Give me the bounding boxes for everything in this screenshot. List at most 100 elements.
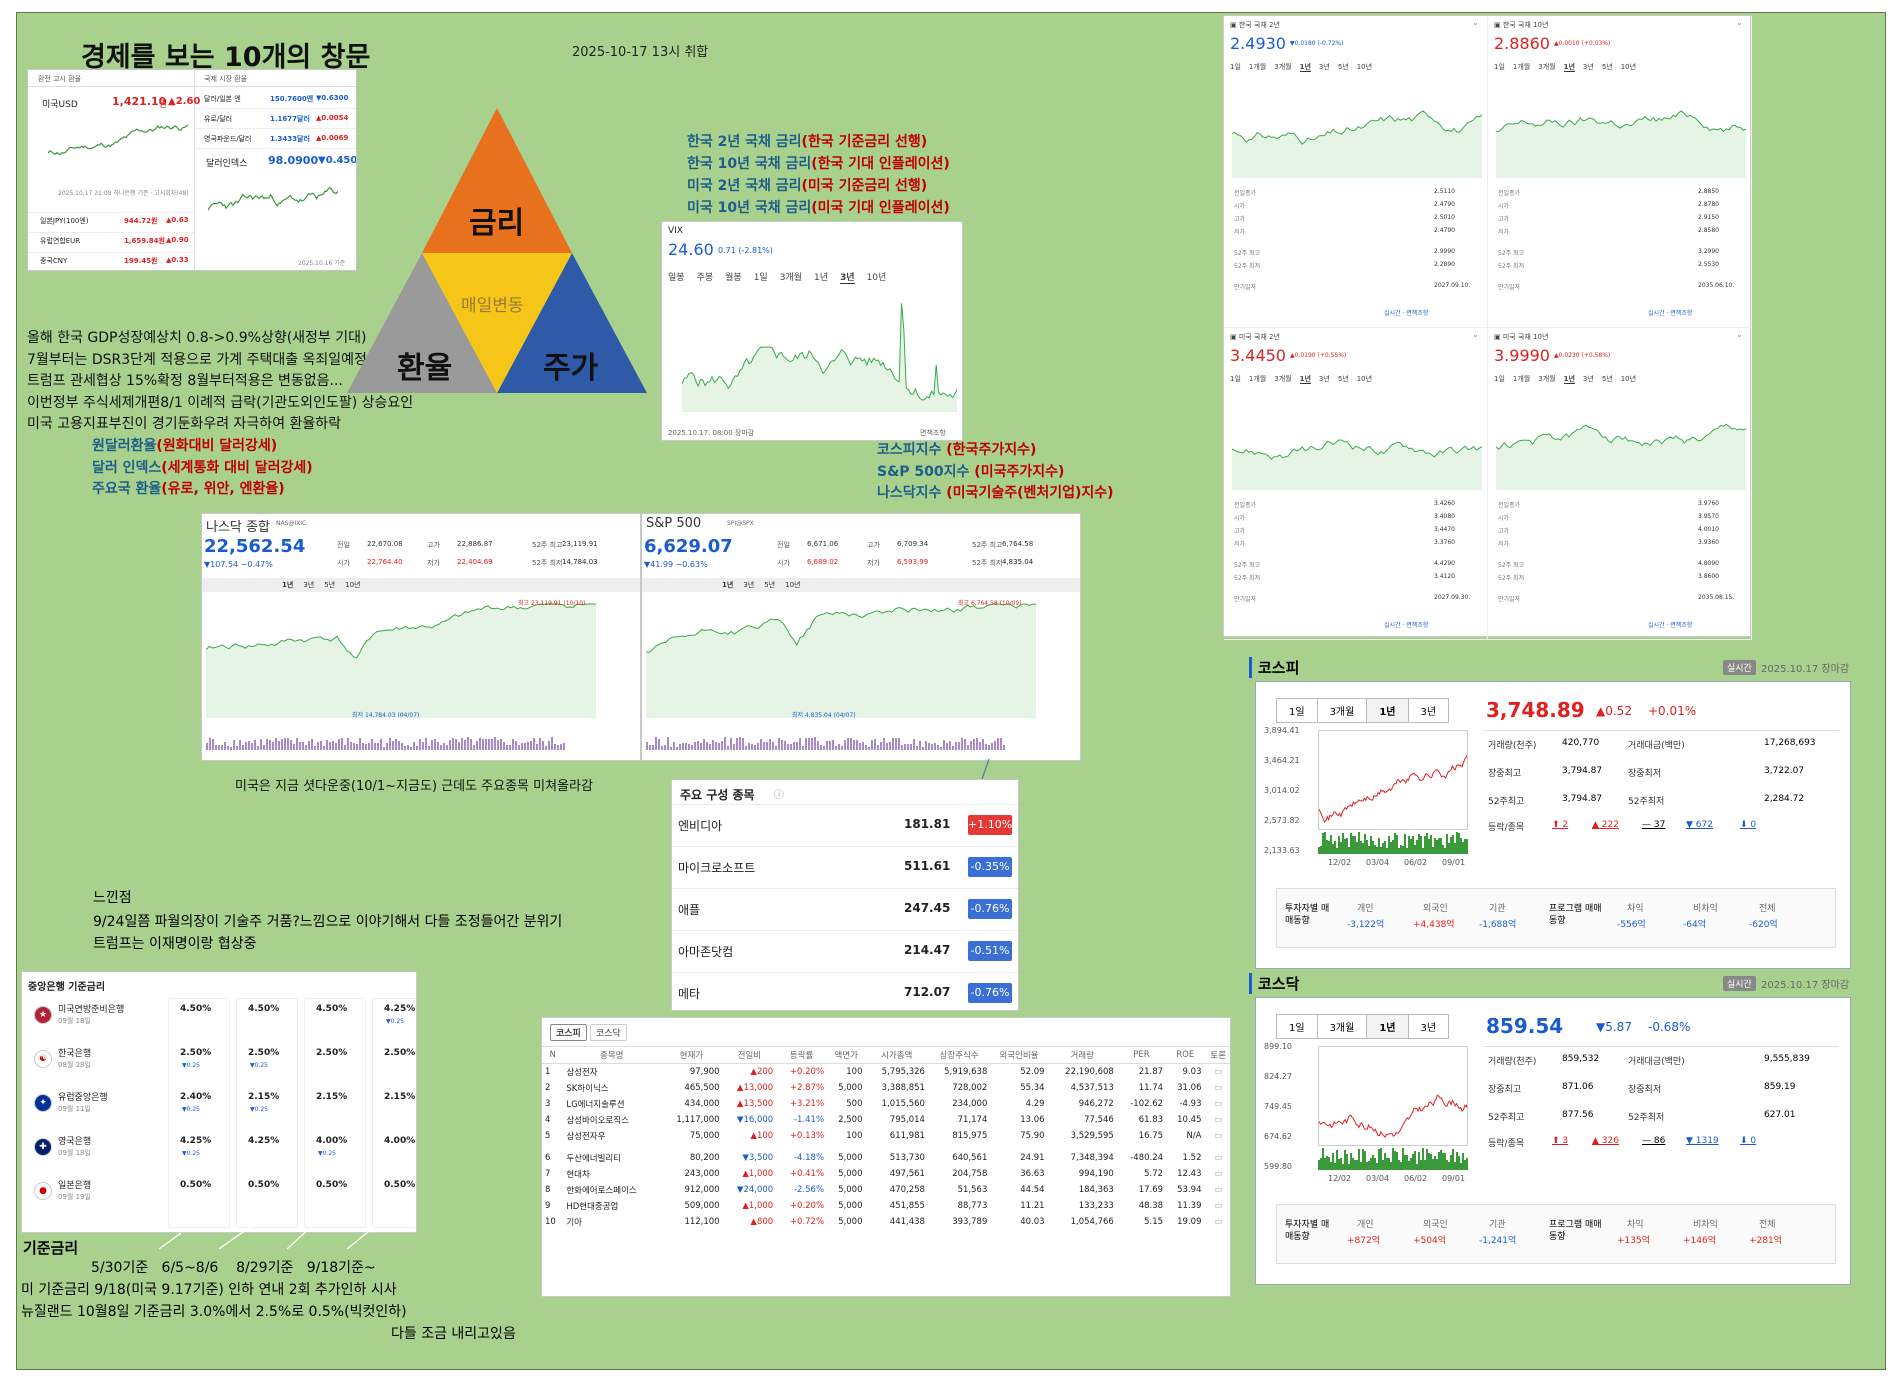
table-row[interactable]: 5 삼성전자우 75,000 ▲100 +0.13% 100 611,981 815,975 7… [542, 1128, 1230, 1147]
index-tab[interactable]: 10년 [785, 581, 801, 589]
vix-tab[interactable]: 일봉 [668, 273, 685, 283]
index-tab[interactable]: 3년 [743, 581, 755, 589]
bond-tab[interactable]: 3개월 [1538, 375, 1556, 383]
vix-tab[interactable]: 1일 [753, 273, 768, 283]
table-row[interactable]: 8 한화에어로스페이스 912,000 ▼24,000 -2.56% 5,000 470,2… [542, 1182, 1230, 1198]
bond-tab[interactable]: 10년 [1620, 375, 1637, 383]
comment-icon[interactable]: ▭ [1214, 1083, 1223, 1093]
chevron-down-icon[interactable]: ⌄ [1472, 330, 1479, 339]
market-tab[interactable]: 3개월 [1316, 1014, 1368, 1039]
bond-tab[interactable]: 1년 [1563, 63, 1575, 72]
table-row[interactable]: 6 두산에너빌리티 80,200 ▼3,500 -4.18% 5,000 513,730 64… [542, 1147, 1230, 1166]
breadth-up[interactable]: ▲ 326 [1592, 1136, 1619, 1146]
bond-tab[interactable]: 1개월 [1512, 63, 1531, 71]
index-tab[interactable]: 1년 [722, 581, 734, 589]
index-tab[interactable]: 10년 [345, 581, 361, 589]
fx-note-name: 달러 인덱스 [92, 459, 162, 476]
chevron-down-icon[interactable]: ⌄ [1736, 330, 1743, 339]
bond-tab[interactable]: 3년 [1318, 375, 1330, 383]
market-tab[interactable]: 3년 [1407, 698, 1450, 723]
bond-tab[interactable]: 3년 [1318, 63, 1330, 71]
table-row[interactable]: 1 삼성전자 97,900 ▲200 +0.20% 100 5,795,326 5,919,6… [542, 1064, 1230, 1081]
bond-tab[interactable]: 1일 [1494, 375, 1505, 383]
bond-tab[interactable]: 3년 [1582, 63, 1594, 71]
index-tab[interactable]: 3년 [303, 581, 315, 589]
vix-tab[interactable]: 주봉 [696, 273, 714, 283]
comment-icon[interactable]: ▭ [1214, 1153, 1223, 1163]
bond-tab[interactable]: 1일 [1230, 375, 1241, 383]
bond-tab[interactable]: 5년 [1601, 375, 1613, 383]
comment-icon[interactable]: ▭ [1214, 1131, 1223, 1141]
market-tab[interactable]: 코스닥 [589, 1024, 627, 1041]
market-tab[interactable]: 코스피 [550, 1024, 587, 1041]
vix-tab[interactable]: 10년 [866, 273, 887, 283]
comment-icon[interactable]: ▭ [1214, 1185, 1223, 1195]
bond-tab[interactable]: 1년 [1299, 63, 1311, 72]
bond-tab[interactable]: 1일 [1494, 63, 1505, 71]
market-tab[interactable]: 1일 [1276, 1014, 1318, 1039]
breadth-limit-up[interactable]: ⬆ 2 [1552, 820, 1569, 830]
table-row[interactable]: 7 현대차 243,000 ▲1,000 +0.41% 5,000 497,561 204,7… [542, 1166, 1230, 1182]
vix-tab[interactable]: 3개월 [779, 273, 802, 283]
bond-tab[interactable]: 1년 [1299, 375, 1311, 384]
volume-bar [1320, 1157, 1322, 1170]
vix-disclaimer[interactable]: 면책조항 [920, 429, 946, 437]
bond-tab[interactable]: 5년 [1601, 63, 1613, 71]
bond-tab[interactable]: 10년 [1356, 63, 1373, 71]
bond-tab[interactable]: 10년 [1356, 375, 1373, 383]
bond-tab[interactable]: 1개월 [1512, 375, 1531, 383]
bond-tab[interactable]: 3년 [1582, 375, 1594, 383]
breadth-down[interactable]: ▼ 1319 [1686, 1136, 1719, 1146]
info-icon[interactable]: ⓘ [774, 790, 784, 801]
chevron-down-icon[interactable]: ⌄ [1736, 18, 1743, 27]
bond-stat-value: 2.4790 [1434, 201, 1455, 208]
bond-tab[interactable]: 1개월 [1248, 63, 1267, 71]
market-tab[interactable]: 3개월 [1316, 698, 1368, 723]
comment-icon[interactable]: ▭ [1214, 1067, 1223, 1077]
comment-icon[interactable]: ▭ [1214, 1201, 1223, 1211]
breadth-flat[interactable]: — 37 [1642, 820, 1666, 830]
bond-tab[interactable]: 1일 [1230, 63, 1241, 71]
bond-tab[interactable]: 10년 [1620, 63, 1637, 71]
table-cell: 2 [545, 1083, 551, 1093]
market-tab[interactable]: 3년 [1407, 1014, 1450, 1039]
bond-stat-value: 2.9990 [1434, 248, 1455, 255]
market-tab[interactable]: 1년 [1366, 1014, 1409, 1039]
index-tab[interactable]: 1년 [282, 581, 294, 589]
breadth-down[interactable]: ▼ 672 [1686, 820, 1713, 830]
chevron-down-icon[interactable]: ⌄ [1472, 18, 1479, 27]
comment-icon[interactable]: ▭ [1214, 1169, 1223, 1179]
comment-icon[interactable]: ▭ [1214, 1115, 1223, 1125]
breadth-up[interactable]: ▲ 222 [1592, 820, 1619, 830]
bond-tab[interactable]: 5년 [1337, 375, 1349, 383]
vix-tab[interactable]: 월봉 [725, 273, 742, 283]
bond-tab[interactable]: 1년 [1563, 375, 1575, 384]
bond-tab[interactable]: 3개월 [1274, 63, 1292, 71]
comment-icon[interactable]: ▭ [1214, 1217, 1223, 1227]
vix-tab[interactable]: 1년 [814, 273, 829, 283]
breadth-limit-down[interactable]: ⬇ 0 [1740, 820, 1757, 830]
table-row[interactable]: 4 삼성바이오로직스 1,117,000 ▼16,000 -1.41% 2,500 795,… [542, 1112, 1230, 1128]
comment-icon[interactable]: ▭ [1214, 1099, 1223, 1109]
market-tab[interactable]: 1년 [1366, 698, 1409, 723]
breadth-flat[interactable]: — 86 [1642, 1136, 1666, 1146]
bond-tab[interactable]: 5년 [1337, 63, 1349, 71]
market-tab[interactable]: 1일 [1276, 698, 1318, 723]
bond-tab[interactable]: 3개월 [1538, 63, 1556, 71]
table-row[interactable]: 9 HD현대중공업 509,000 ▲1,000 +0.20% 5,000 451,855 8… [542, 1198, 1230, 1214]
index-tab[interactable]: 5년 [764, 581, 776, 589]
breadth-limit-up[interactable]: ⬆ 3 [1552, 1136, 1569, 1146]
table-row[interactable]: 10 기아 112,100 ▲800 +0.72% 5,000 441,438 393,789… [542, 1214, 1230, 1230]
vix-tab[interactable]: 3년 [840, 273, 855, 284]
table-row[interactable]: 3 LG에너지솔루션 434,000 ▲13,500 +3.21% 500 1,015,56… [542, 1096, 1230, 1112]
table-row[interactable]: 2 SK하이닉스 465,500 ▲13,000 +2.87% 5,000 3,388,85… [542, 1080, 1230, 1096]
bond-tab[interactable]: 3개월 [1274, 375, 1292, 383]
index-tab[interactable]: 5년 [324, 581, 336, 589]
breadth-limit-down[interactable]: ⬇ 0 [1740, 1136, 1757, 1146]
bond-tab[interactable]: 1개월 [1248, 375, 1267, 383]
